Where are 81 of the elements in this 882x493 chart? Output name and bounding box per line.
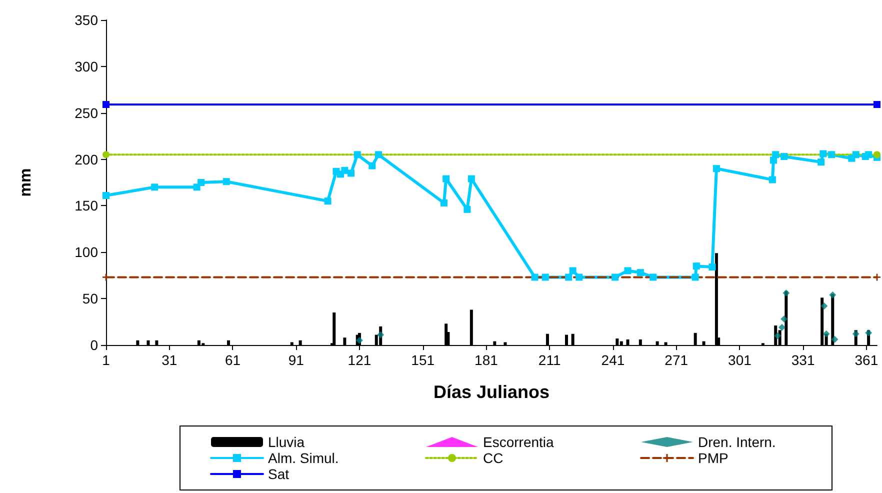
point bbox=[778, 324, 786, 331]
point bbox=[576, 274, 583, 281]
x-tick-label: 331 bbox=[791, 352, 815, 368]
point bbox=[865, 329, 872, 336]
point bbox=[852, 151, 860, 158]
y-axis-title: mm bbox=[18, 168, 34, 197]
point bbox=[820, 302, 828, 310]
point bbox=[624, 267, 632, 274]
y-tick-label: 50 bbox=[82, 290, 98, 307]
point bbox=[636, 269, 644, 276]
legend-label: PMP bbox=[698, 450, 728, 466]
point bbox=[829, 291, 836, 298]
point bbox=[341, 166, 348, 174]
point bbox=[852, 330, 860, 338]
x-tick-label: 301 bbox=[728, 352, 752, 368]
point bbox=[102, 101, 110, 108]
point bbox=[198, 179, 205, 186]
y-tick-label: 250 bbox=[74, 104, 98, 121]
legend-label: Dren. Intern. bbox=[698, 434, 776, 450]
point bbox=[440, 199, 448, 206]
x-tick-label: 151 bbox=[411, 352, 435, 368]
point bbox=[324, 198, 332, 205]
point bbox=[692, 274, 699, 281]
point bbox=[831, 336, 838, 343]
point bbox=[768, 176, 776, 184]
point bbox=[464, 206, 471, 213]
x-tick-label: 271 bbox=[664, 352, 688, 368]
point bbox=[565, 274, 572, 281]
point bbox=[822, 330, 830, 338]
y-tick-label: 300 bbox=[74, 58, 98, 74]
point bbox=[442, 175, 450, 182]
point bbox=[102, 151, 110, 158]
point bbox=[708, 264, 716, 270]
point bbox=[828, 151, 836, 158]
y-tick-label: 350 bbox=[74, 12, 98, 28]
point bbox=[542, 274, 549, 281]
point bbox=[818, 158, 825, 166]
point bbox=[650, 274, 657, 281]
point bbox=[151, 184, 158, 191]
x-tick-label: 361 bbox=[854, 352, 878, 368]
legend-label: CC bbox=[483, 450, 504, 466]
x-tick-label: 1 bbox=[102, 352, 110, 368]
point bbox=[874, 151, 880, 158]
point bbox=[712, 165, 720, 172]
point bbox=[377, 331, 384, 338]
point bbox=[692, 262, 700, 270]
x-tick-label: 241 bbox=[601, 352, 625, 368]
point bbox=[772, 151, 780, 158]
point bbox=[820, 150, 827, 158]
legend-label: Alm. Simul. bbox=[268, 450, 339, 466]
point bbox=[374, 151, 382, 158]
point bbox=[874, 101, 880, 108]
x-tick-label: 61 bbox=[224, 352, 241, 368]
point bbox=[774, 332, 782, 340]
legend-label: Sat bbox=[268, 466, 290, 482]
point bbox=[348, 170, 355, 177]
point bbox=[468, 175, 475, 182]
legend-label: Escorrentia bbox=[483, 434, 554, 450]
x-tick-label: 121 bbox=[348, 352, 372, 368]
y-tick-label: 0 bbox=[90, 337, 98, 353]
point bbox=[865, 151, 872, 158]
legend-label: Lluvia bbox=[268, 434, 305, 450]
point bbox=[368, 162, 376, 170]
y-tick-label: 100 bbox=[74, 244, 98, 260]
x-tick-label: 181 bbox=[474, 352, 498, 368]
point bbox=[222, 178, 230, 186]
point bbox=[780, 316, 788, 322]
x-tick-label: 211 bbox=[538, 352, 561, 368]
point bbox=[780, 153, 788, 160]
x-tick-label: 91 bbox=[288, 352, 304, 368]
point bbox=[354, 151, 361, 158]
y-tick-label: 150 bbox=[74, 198, 98, 214]
point bbox=[531, 274, 538, 281]
point bbox=[612, 274, 619, 281]
point bbox=[569, 267, 576, 274]
x-tick-label: 31 bbox=[162, 352, 178, 368]
y-tick-label: 200 bbox=[74, 151, 98, 168]
point bbox=[782, 290, 790, 296]
point bbox=[356, 336, 363, 344]
x-axis-title: Días Julianos bbox=[433, 382, 550, 402]
point bbox=[102, 192, 110, 199]
